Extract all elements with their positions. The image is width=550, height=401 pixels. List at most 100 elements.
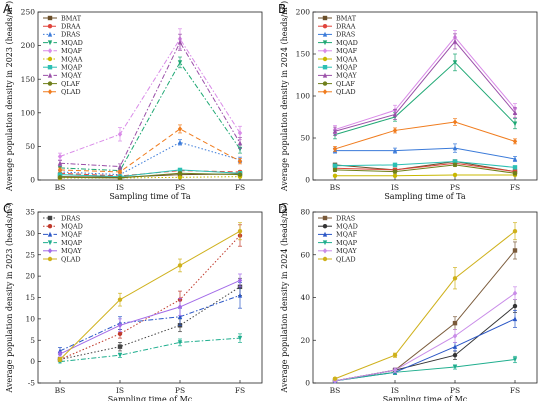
series-qlaf — [332, 162, 518, 176]
data-point — [452, 344, 458, 349]
series-line — [334, 250, 516, 382]
series-line — [334, 162, 516, 173]
series-line — [59, 230, 241, 360]
legend-marker — [47, 231, 53, 237]
series-line — [335, 174, 515, 177]
x-tick-label: IS — [116, 386, 124, 395]
legend-label: MQAY — [61, 247, 82, 255]
series-dras — [332, 143, 518, 162]
data-point — [177, 175, 183, 180]
x-axis-title: Sampling time of Ta — [109, 192, 191, 201]
x-tick-label: BS — [55, 183, 66, 192]
data-point — [237, 292, 243, 298]
legend-marker — [47, 15, 53, 21]
legend-marker — [322, 240, 328, 246]
data-point — [57, 351, 63, 357]
y-tick-label: 5 — [30, 336, 35, 345]
legend-marker — [47, 24, 53, 29]
series-qlaf — [57, 171, 243, 181]
series-line — [334, 121, 516, 150]
y-axis-title: Average population density in 2024 (head… — [280, 1, 289, 192]
y-tick-label: 40 — [300, 293, 310, 302]
data-point — [512, 316, 518, 322]
series-mqay — [57, 273, 243, 357]
legend-marker — [47, 248, 53, 254]
data-point — [452, 276, 458, 281]
legend-label: MQAP — [336, 64, 358, 72]
series-mqaf — [57, 28, 243, 161]
series-line — [59, 169, 241, 178]
legend-marker — [322, 48, 328, 54]
data-point — [117, 169, 123, 175]
series-line — [59, 61, 241, 172]
legend-marker — [47, 31, 53, 37]
legend-label: MQAF — [61, 47, 83, 55]
series-mqad — [332, 299, 518, 384]
y-tick-label: 15 — [25, 293, 35, 302]
x-tick-label: IS — [391, 386, 399, 395]
legend-marker — [322, 56, 328, 62]
y-tick-label: 200 — [21, 41, 36, 50]
legend-marker — [322, 215, 328, 221]
legend-label: MQAP — [61, 239, 83, 247]
series-qlad — [57, 222, 243, 362]
series-dras — [332, 241, 518, 384]
series-line — [59, 235, 241, 360]
data-point — [512, 248, 518, 253]
data-point — [512, 303, 518, 309]
panel-letter: B — [278, 2, 286, 16]
legend-marker — [47, 48, 53, 54]
legend-label: DRAS — [336, 214, 355, 222]
series-line — [334, 161, 516, 168]
series-line — [334, 36, 516, 131]
data-point — [237, 172, 243, 177]
legend-marker — [322, 40, 328, 46]
panel-c: C -5 0 5 10 15 20 25 30 35 BS IS PS FS Sampling time o… — [3, 202, 263, 401]
legend-label: MQAF — [336, 231, 358, 239]
y-tick-label: 50 — [300, 134, 310, 143]
data-point — [237, 277, 243, 284]
data-point — [392, 162, 398, 168]
data-point — [237, 158, 243, 164]
legend-label: MQAF — [61, 231, 83, 239]
data-point — [177, 60, 183, 65]
data-point — [512, 156, 518, 162]
legend-label: QLAD — [336, 255, 356, 263]
x-axis-title: Sampling time of Mc — [383, 395, 468, 401]
data-point — [392, 173, 398, 178]
legend-label: QLAD — [336, 88, 356, 96]
plot-frame — [37, 11, 263, 181]
legend-marker — [322, 256, 328, 262]
legend-marker — [47, 81, 53, 86]
data-point — [452, 353, 458, 358]
legend-label: MQAY — [336, 247, 357, 255]
legend-label: MQAY — [336, 72, 357, 80]
legend-label: MQAD — [61, 39, 83, 47]
panel-d: D 0 20 40 60 80 BS IS PS FS Sampling time of Mc Ave… — [278, 202, 538, 401]
data-point — [57, 167, 63, 173]
data-point — [332, 128, 338, 134]
legend-marker — [322, 65, 328, 70]
legend-marker — [322, 89, 328, 95]
series-line — [334, 230, 516, 380]
legend-marker — [322, 15, 328, 21]
y-tick-label: 30 — [25, 229, 35, 238]
data-point — [117, 344, 123, 349]
data-point — [177, 139, 183, 145]
y-tick-label: 250 — [21, 8, 36, 17]
legend-label: MQAA — [61, 55, 83, 63]
data-point — [512, 171, 518, 176]
legend-marker — [47, 65, 53, 70]
y-tick-label: 80 — [300, 208, 310, 217]
data-point — [512, 165, 518, 170]
y-tick-label: 200 — [296, 8, 311, 17]
series-mqaa — [332, 172, 518, 178]
data-point — [237, 229, 243, 234]
x-tick-label: IS — [391, 183, 399, 192]
data-point — [332, 167, 338, 173]
legend-marker — [47, 240, 53, 246]
data-point — [117, 131, 123, 138]
x-tick-label: BS — [55, 386, 66, 395]
